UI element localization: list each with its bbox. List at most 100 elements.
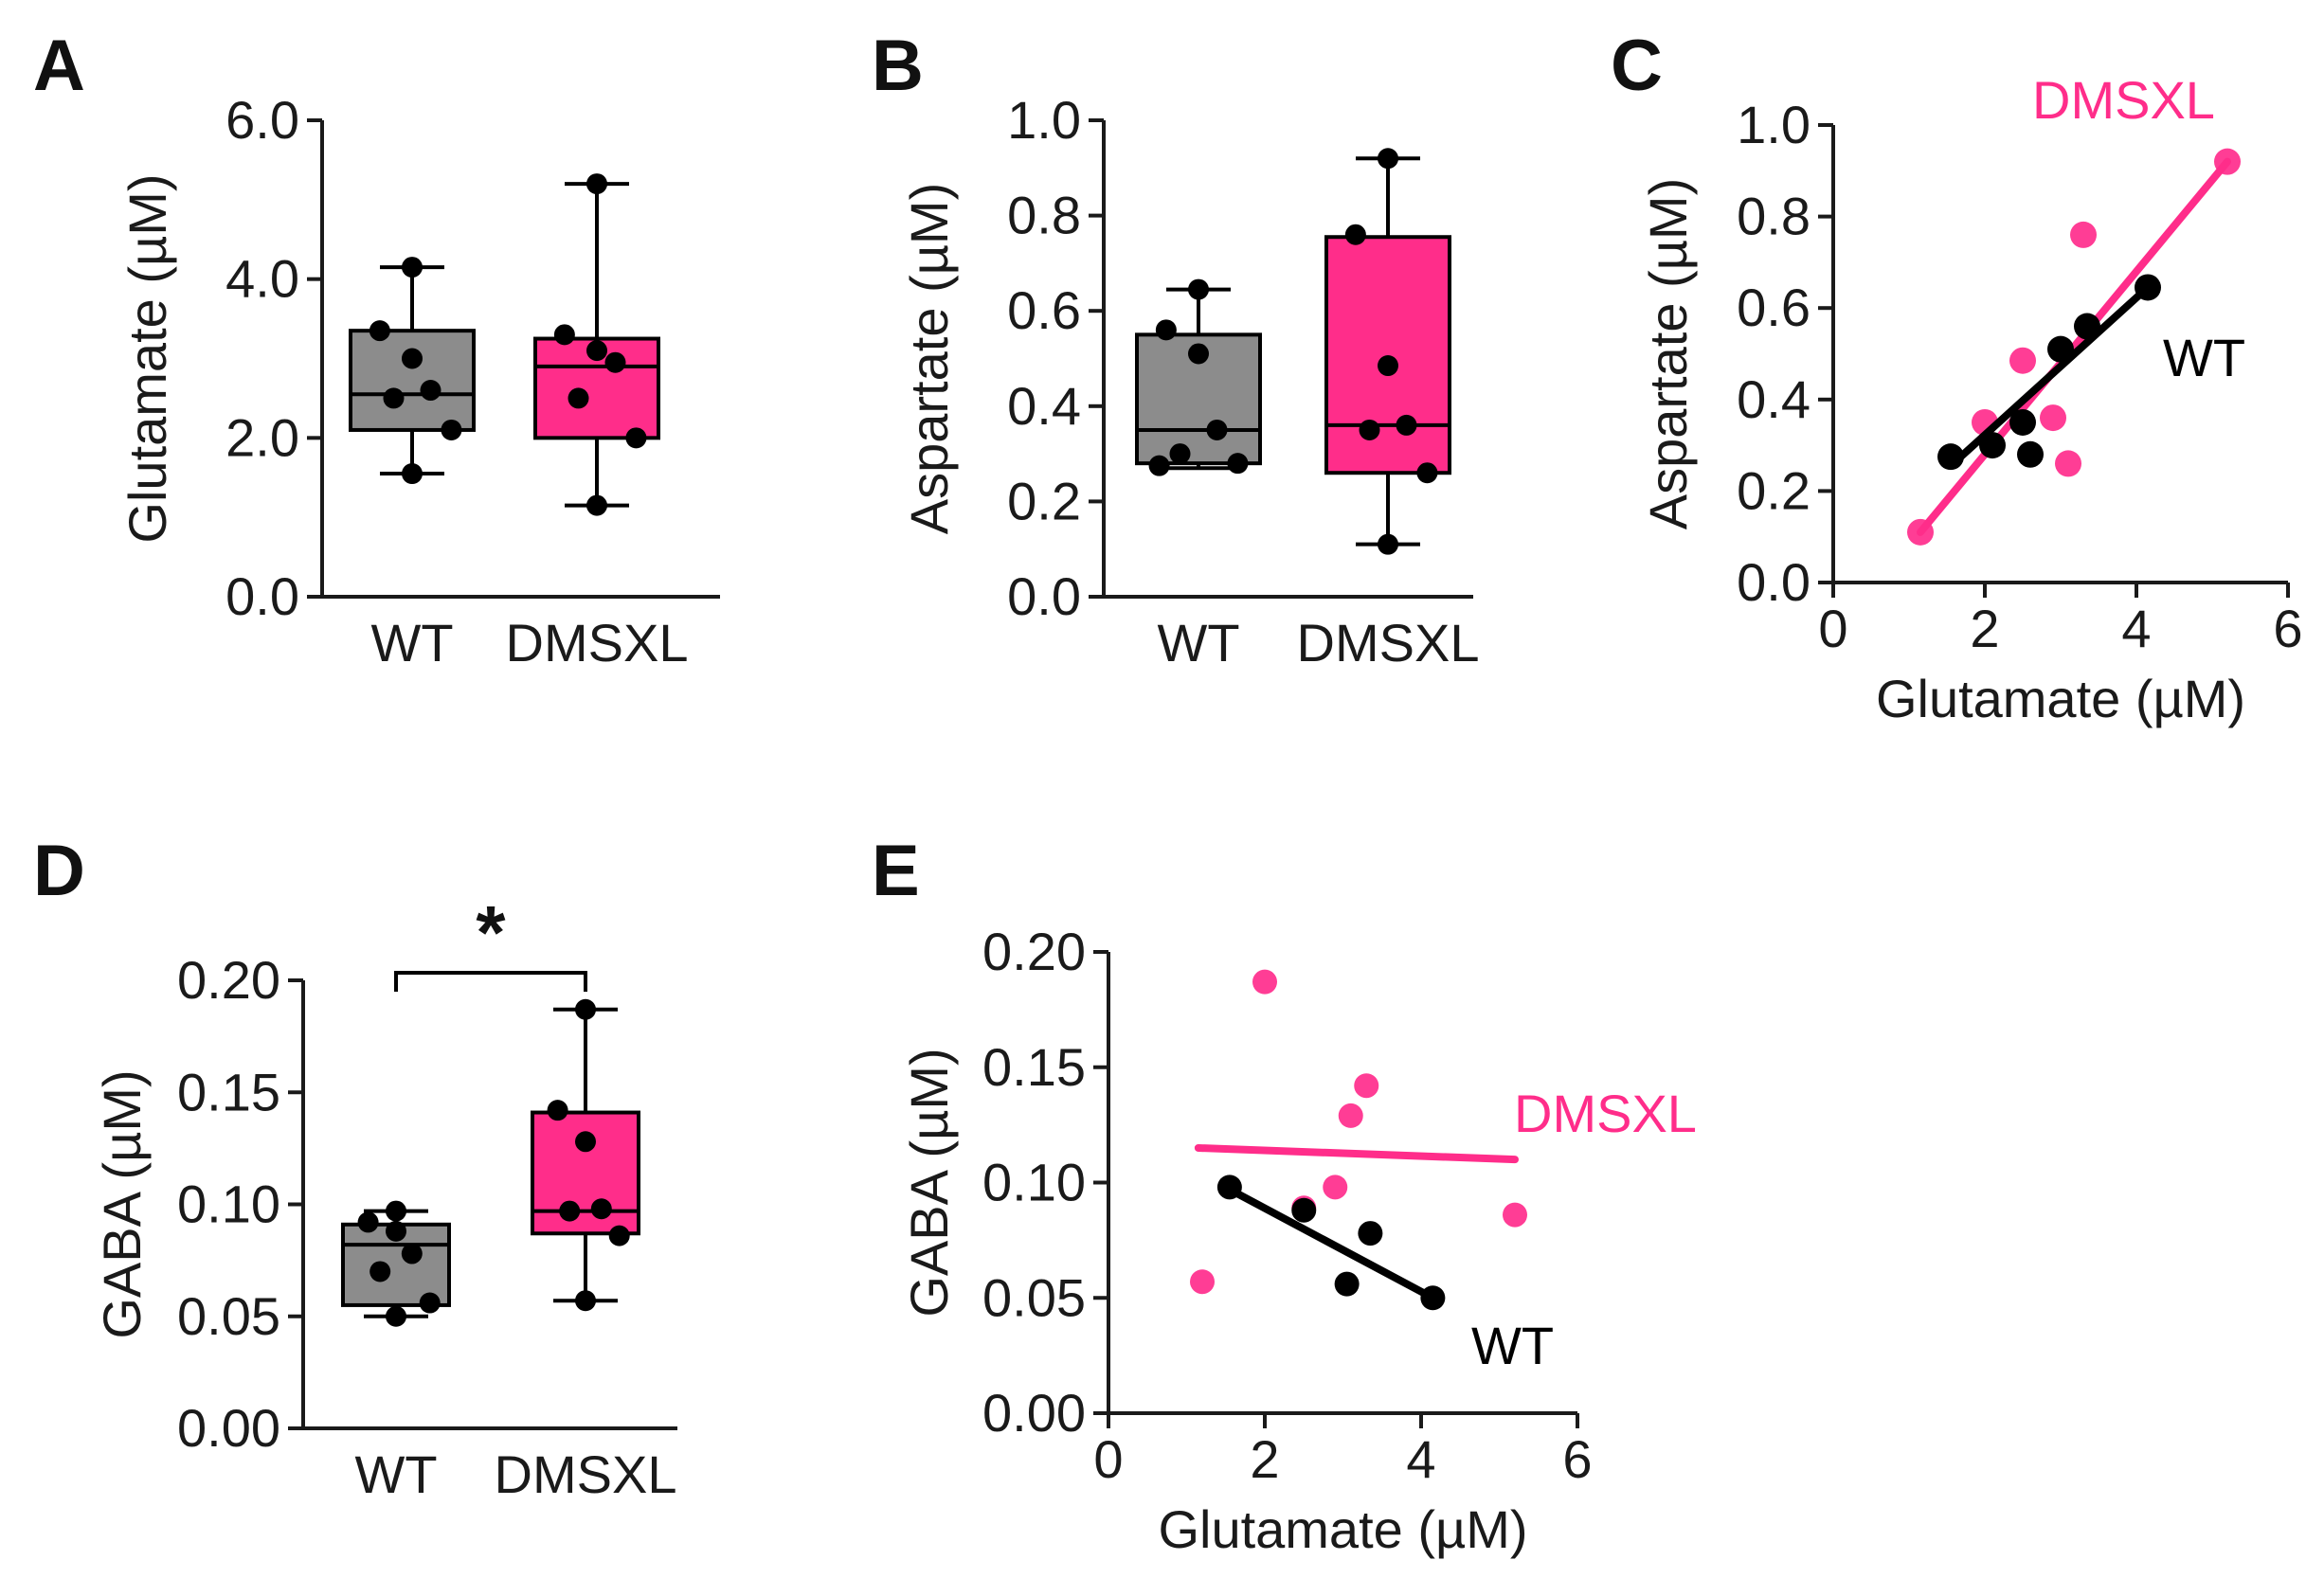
y-tick-label: 0.0 [1007, 566, 1081, 626]
panel-label-e: E [872, 831, 920, 911]
fit-line-dmsxl [1194, 1143, 1519, 1164]
x-tick-label: 0 [1093, 1429, 1123, 1489]
data-point [567, 387, 589, 409]
y-tick-label: 0.15 [177, 1062, 280, 1121]
data-point [402, 257, 423, 278]
x-axis-label: Glutamate (µM) [1876, 669, 2245, 728]
data-point-dmsxl [2055, 450, 2081, 477]
chart-c-aspartate-vs-glutamate-scatter: 0.0 0.2 0.4 0.6 0.8 1.0 Aspartate (µM) 0 2 4 6 Glut… [1638, 70, 2303, 728]
data-point-wt [2009, 408, 2036, 436]
data-point [357, 1211, 379, 1233]
y-tick-label: 6.0 [225, 90, 299, 150]
data-point [402, 463, 423, 485]
data-point [386, 1200, 406, 1222]
panel-label-a: A [33, 26, 85, 106]
box-wt [349, 329, 476, 432]
data-point [369, 320, 390, 342]
data-point [590, 1198, 612, 1220]
y-axis-label: GABA (µM) [899, 1048, 959, 1317]
data-point [1416, 462, 1438, 484]
data-point [1148, 455, 1170, 476]
chart-e-gaba-vs-glutamate-scatter: 0.00 0.05 0.10 0.15 0.20 GABA (µM) 0 2 4 6 Glutama… [899, 922, 1697, 1559]
y-tick-label: 0.10 [982, 1153, 1086, 1212]
fit-line-wt [1225, 1185, 1437, 1302]
x-axis-label: Glutamate (µM) [1158, 1499, 1527, 1559]
data-point [586, 173, 607, 195]
data-point [401, 1243, 423, 1264]
x-tick-label: 0 [1818, 599, 1847, 658]
data-point-dmsxl [1190, 1269, 1215, 1295]
y-tick-label: 0.05 [982, 1267, 1086, 1327]
data-point [1155, 319, 1177, 341]
data-point [419, 1292, 441, 1314]
panel-label-c: C [1611, 26, 1663, 106]
data-point [559, 1200, 581, 1222]
x-category-label: DMSXL [1297, 613, 1480, 672]
panel-label-b: B [872, 26, 924, 106]
data-point [608, 1225, 630, 1246]
y-tick-label: 0.20 [177, 950, 280, 1010]
chart-b-aspartate-box: 0.0 0.2 0.4 0.6 0.8 1.0 Aspartate (µM) WT DMSXL [899, 90, 1479, 672]
y-tick-label: 0.4 [1007, 376, 1081, 436]
series-label-wt: WT [1471, 1316, 1554, 1375]
y-tick-label: 0.2 [1007, 471, 1081, 530]
y-axis-label: GABA (µM) [92, 1069, 152, 1338]
box-dmsxl [531, 1110, 640, 1236]
y-tick-label: 1.0 [1737, 95, 1811, 154]
data-point [604, 351, 626, 373]
data-point [575, 1131, 596, 1153]
x-tick-label: 2 [1970, 599, 1999, 658]
fit-line-wt [1947, 283, 2152, 470]
x-tick-label: 4 [1406, 1429, 1435, 1489]
data-point [1359, 419, 1380, 440]
series-label-wt: WT [2163, 328, 2245, 387]
x-tick-label: 6 [2273, 599, 2302, 658]
data-point [575, 998, 596, 1020]
x-category-label: DMSXL [495, 1444, 677, 1504]
x-category-label: WT [354, 1444, 437, 1504]
y-axis-label: Aspartate (µM) [1638, 178, 1698, 529]
y-tick-label: 0.0 [1737, 552, 1811, 612]
data-point [1227, 453, 1249, 475]
data-point [1344, 224, 1366, 245]
data-point-dmsxl [2009, 347, 2036, 374]
x-tick-label: 2 [1250, 1429, 1279, 1489]
x-category-label: DMSXL [506, 613, 689, 672]
x-category-label: WT [370, 613, 453, 672]
y-tick-label: 0.00 [177, 1398, 280, 1458]
y-tick-label: 0.0 [225, 566, 299, 626]
data-point-dmsxl [1503, 1202, 1527, 1228]
data-point [625, 427, 647, 449]
data-point [386, 1305, 406, 1327]
y-tick-label: 0.2 [1737, 460, 1811, 520]
y-axis-label: Aspartate (µM) [899, 183, 959, 534]
y-axis-label: Glutamate (µM) [117, 173, 177, 543]
y-tick-label: 0.8 [1007, 186, 1081, 245]
data-point-dmsxl [1323, 1175, 1348, 1200]
data-point [1396, 414, 1417, 436]
data-point-wt [1358, 1221, 1383, 1246]
data-point-dmsxl [1354, 1073, 1379, 1099]
data-point-dmsxl [1338, 1103, 1363, 1128]
data-point [586, 340, 607, 362]
data-point [575, 1290, 596, 1312]
x-category-label: WT [1157, 613, 1239, 672]
data-point-dmsxl [1252, 969, 1277, 995]
y-tick-label: 0.6 [1737, 278, 1811, 337]
data-point-wt [2017, 440, 2044, 468]
data-point [402, 348, 423, 369]
data-point [1169, 443, 1191, 465]
data-point [1188, 278, 1209, 300]
data-point [1378, 355, 1398, 377]
y-tick-label: 4.0 [225, 249, 299, 309]
chart-d-gaba-box: 0.00 0.05 0.10 0.15 0.20 GABA (µM) WT DMSXL * [92, 890, 677, 1504]
y-tick-label: 0.8 [1737, 187, 1811, 246]
significance-star: * [476, 890, 506, 975]
x-tick-label: 4 [2121, 599, 2151, 658]
series-label-dmsxl: DMSXL [1514, 1084, 1697, 1143]
y-tick-label: 0.05 [177, 1286, 280, 1346]
y-tick-label: 0.10 [177, 1175, 280, 1234]
data-point [547, 1100, 568, 1121]
y-tick-label: 1.0 [1007, 90, 1081, 150]
